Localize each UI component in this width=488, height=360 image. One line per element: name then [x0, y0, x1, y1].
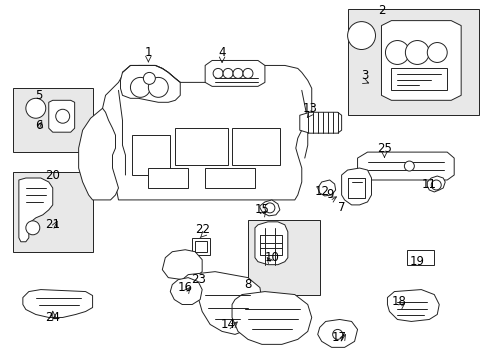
Polygon shape	[299, 112, 341, 133]
Circle shape	[405, 41, 428, 64]
Bar	[205, 168, 254, 188]
Circle shape	[148, 77, 168, 97]
Text: 9: 9	[325, 188, 333, 202]
Bar	[347, 9, 478, 115]
Circle shape	[264, 203, 274, 213]
Bar	[13, 88, 92, 152]
Text: 3: 3	[360, 69, 367, 82]
Text: 2: 2	[377, 4, 385, 17]
Text: 1: 1	[144, 46, 152, 59]
Text: 17: 17	[331, 331, 346, 344]
Polygon shape	[381, 21, 460, 100]
Polygon shape	[49, 100, 75, 132]
Text: 19: 19	[409, 255, 424, 268]
Text: 16: 16	[177, 281, 192, 294]
Circle shape	[143, 72, 155, 84]
Polygon shape	[102, 66, 311, 200]
Polygon shape	[317, 319, 357, 347]
Text: 8: 8	[244, 278, 251, 291]
Text: 18: 18	[391, 295, 406, 308]
Text: 5: 5	[35, 89, 42, 102]
Polygon shape	[120, 66, 180, 102]
Circle shape	[26, 221, 40, 235]
Circle shape	[385, 41, 408, 64]
Polygon shape	[254, 222, 287, 265]
Bar	[13, 172, 92, 252]
Circle shape	[430, 180, 440, 190]
Text: 22: 22	[194, 223, 209, 236]
Polygon shape	[19, 178, 53, 242]
Text: 21: 21	[45, 218, 60, 231]
Text: 12: 12	[314, 185, 328, 198]
Bar	[232, 128, 279, 165]
Text: 25: 25	[376, 141, 391, 155]
Polygon shape	[170, 278, 202, 305]
Circle shape	[223, 68, 233, 78]
Polygon shape	[386, 289, 438, 321]
Bar	[390, 68, 447, 90]
Circle shape	[130, 77, 150, 97]
Text: 24: 24	[45, 311, 60, 324]
Polygon shape	[182, 272, 262, 334]
Polygon shape	[357, 152, 453, 180]
Text: 6: 6	[35, 119, 42, 132]
Bar	[132, 135, 170, 175]
Text: 10: 10	[264, 251, 279, 264]
Polygon shape	[205, 60, 264, 86]
Polygon shape	[317, 180, 335, 196]
Circle shape	[427, 42, 447, 62]
Text: 4: 4	[218, 46, 225, 59]
Text: 7: 7	[337, 201, 345, 215]
Circle shape	[26, 98, 46, 118]
Polygon shape	[260, 200, 279, 216]
Bar	[148, 168, 188, 188]
Circle shape	[332, 329, 342, 339]
Polygon shape	[427, 176, 444, 192]
Text: 15: 15	[254, 203, 269, 216]
Text: 11: 11	[421, 179, 436, 192]
Circle shape	[233, 68, 243, 78]
Polygon shape	[232, 292, 311, 345]
Circle shape	[243, 68, 252, 78]
Polygon shape	[341, 168, 371, 205]
Bar	[192, 238, 210, 255]
Bar	[407, 250, 433, 265]
Text: 14: 14	[220, 318, 235, 331]
Text: 23: 23	[190, 273, 205, 286]
Circle shape	[213, 68, 223, 78]
Polygon shape	[23, 289, 92, 318]
Text: 13: 13	[302, 102, 317, 115]
Bar	[195, 241, 207, 252]
Bar	[175, 128, 227, 165]
Circle shape	[404, 161, 413, 171]
Bar	[247, 220, 319, 294]
Text: 20: 20	[45, 168, 60, 181]
Circle shape	[347, 22, 375, 50]
Circle shape	[56, 109, 69, 123]
Polygon shape	[79, 108, 118, 200]
Polygon shape	[162, 250, 202, 280]
